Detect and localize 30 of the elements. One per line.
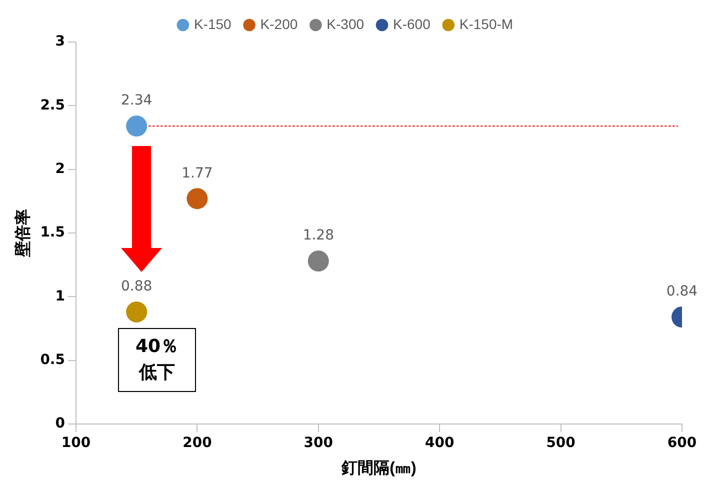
- point: [126, 116, 148, 137]
- point: [126, 301, 148, 322]
- y-tick-label: 1: [55, 288, 65, 304]
- legend-label: K-150-M: [459, 16, 514, 32]
- legend-label: K-300: [326, 16, 364, 32]
- y-tick-label: 1.5: [40, 224, 65, 241]
- y-axis-title: 壁倍率: [13, 209, 32, 258]
- legend-label: K-150: [194, 16, 232, 32]
- x-tick-label: 400: [424, 435, 454, 452]
- annotation: 40％低下: [118, 328, 196, 392]
- y-tick-label: 0: [55, 416, 66, 432]
- data-label: 1.28: [302, 228, 334, 244]
- x-tick-label: 200: [182, 435, 212, 452]
- legend-label: K-200: [260, 16, 298, 32]
- y-tick-label: 0.5: [40, 352, 65, 368]
- data-label: 2.34: [121, 92, 152, 109]
- x-tick-label: 100: [61, 435, 91, 452]
- x-axis-title: 釘間隔(㎜): [340, 460, 416, 477]
- x-tick-label: 600: [667, 435, 697, 452]
- x-tick-label: 300: [304, 435, 334, 452]
- y-tick-label: 3: [55, 34, 65, 50]
- legend-label: K-600: [393, 16, 431, 32]
- data-label: 1.77: [182, 165, 213, 182]
- point: [308, 250, 329, 272]
- y-tick-label: 2.5: [40, 97, 65, 114]
- point: [186, 188, 208, 210]
- y-tick-label: 2: [55, 160, 65, 177]
- data-label: 0.84: [666, 284, 698, 300]
- x-tick-label: 500: [546, 435, 576, 452]
- data-label: 0.88: [121, 278, 152, 295]
